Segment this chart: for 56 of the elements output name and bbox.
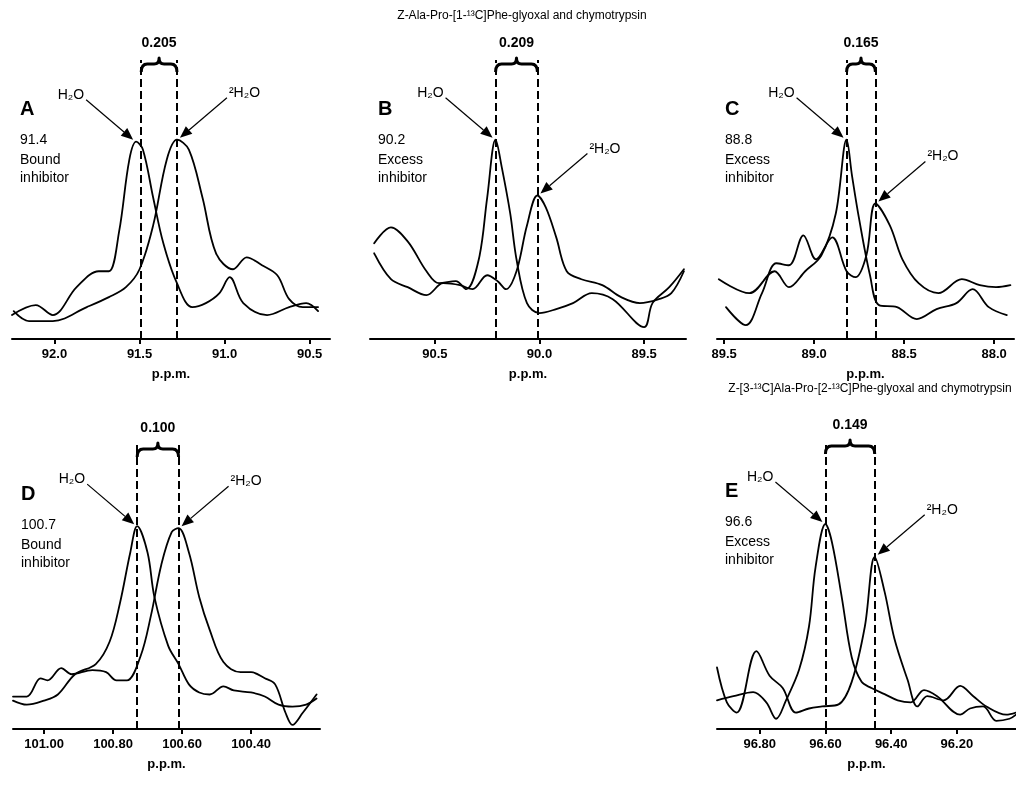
annotation: Excess inhibitor <box>725 151 775 185</box>
annotation: Excess inhibitor <box>725 533 775 567</box>
text: 0.209 <box>498 34 535 50</box>
x-tick-label: 91.5 <box>126 346 153 361</box>
text: D <box>21 482 36 504</box>
text: 0.165 <box>843 34 879 50</box>
text: 0.149 <box>832 416 868 432</box>
annotation: Bound inhibitor <box>21 536 71 570</box>
text: H₂O <box>768 83 795 100</box>
annotation: 88.8 <box>725 131 753 147</box>
x-tick-label: 96.80 <box>743 736 776 751</box>
x-tick-label: 100.60 <box>162 736 202 751</box>
chart-title: Z-Ala-Pro-[1-¹³C]Phe-glyoxal and chymotrypsin <box>397 8 647 22</box>
x-tick-label: 90.5 <box>296 346 323 361</box>
annotation: Bound inhibitor <box>20 151 70 185</box>
x-tick-label: 90.0 <box>526 346 553 361</box>
x-tick-label: 88.5 <box>891 346 917 361</box>
text: 0.205 <box>141 34 177 50</box>
x-tick-label: 101.00 <box>24 736 64 751</box>
x-tick-label: 89.5 <box>711 346 737 361</box>
x-axis-title: p.p.m. <box>846 366 885 381</box>
text: H₂O <box>746 468 774 484</box>
annotation: 91.4 <box>20 131 48 147</box>
annotation: ²H₂O <box>927 147 959 164</box>
x-tick-label: 100.80 <box>93 736 133 751</box>
chart-title: Z-[3-¹³C]Ala-Pro-[2-¹³C]Phe-glyoxal and chymotrypsin <box>728 381 1012 395</box>
annotation: Excess inhibitor <box>378 151 428 185</box>
x-tick-label: 89.0 <box>801 346 827 361</box>
annotation: 90.2 <box>378 131 406 147</box>
x-axis-title: p.p.m. <box>151 366 191 381</box>
annotation: 100.7 <box>21 516 57 532</box>
x-tick-label: 91.0 <box>211 346 238 361</box>
x-axis-title: p.p.m. <box>508 366 548 381</box>
text: A <box>20 97 35 119</box>
text: B <box>378 97 393 119</box>
x-tick-label: 96.60 <box>809 736 842 751</box>
text: H₂O <box>58 470 86 487</box>
x-tick-label: 90.5 <box>422 346 448 361</box>
text: H₂O <box>417 83 444 100</box>
x-tick-label: 88.0 <box>981 346 1007 361</box>
text: E <box>725 479 739 501</box>
text: ²H₂O <box>230 472 262 489</box>
text: 0.100 <box>140 419 176 435</box>
text: C <box>725 97 740 119</box>
annotation: ²H₂O <box>589 139 621 156</box>
x-axis-title: p.p.m. <box>847 756 886 771</box>
annotation: 96.6 <box>725 513 753 529</box>
text: ²H₂O <box>228 83 261 100</box>
x-tick-label: 92.0 <box>41 346 68 361</box>
text: ²H₂O <box>926 500 958 517</box>
x-axis-title: p.p.m. <box>147 756 186 771</box>
x-tick-label: 96.20 <box>940 736 974 751</box>
x-tick-label: 89.5 <box>631 346 657 361</box>
x-tick-label: 96.40 <box>874 736 908 751</box>
x-tick-label: 100.40 <box>231 736 271 751</box>
text: H₂O <box>57 85 85 102</box>
